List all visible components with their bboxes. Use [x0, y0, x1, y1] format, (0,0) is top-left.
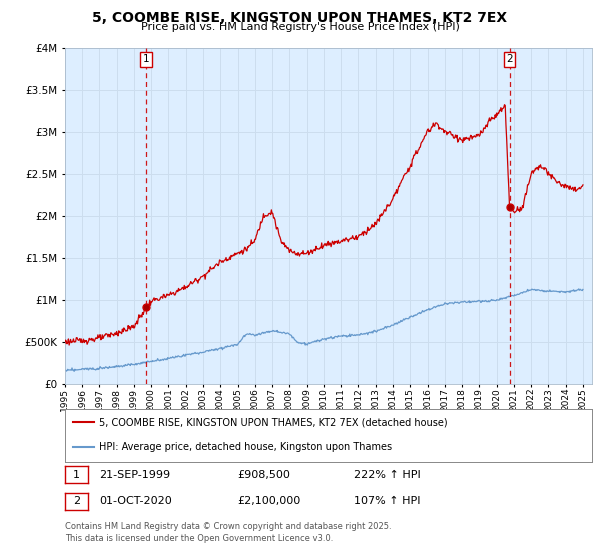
Text: Contains HM Land Registry data © Crown copyright and database right 2025.
This d: Contains HM Land Registry data © Crown c… [65, 522, 391, 543]
Text: HPI: Average price, detached house, Kingston upon Thames: HPI: Average price, detached house, King… [99, 442, 392, 452]
Text: 5, COOMBE RISE, KINGSTON UPON THAMES, KT2 7EX (detached house): 5, COOMBE RISE, KINGSTON UPON THAMES, KT… [99, 417, 448, 427]
Text: £908,500: £908,500 [237, 470, 290, 480]
Text: 1: 1 [143, 54, 149, 64]
Text: 5, COOMBE RISE, KINGSTON UPON THAMES, KT2 7EX: 5, COOMBE RISE, KINGSTON UPON THAMES, KT… [92, 11, 508, 25]
Text: 2: 2 [73, 496, 80, 506]
Text: 107% ↑ HPI: 107% ↑ HPI [354, 496, 421, 506]
Text: 222% ↑ HPI: 222% ↑ HPI [354, 470, 421, 480]
Text: 1: 1 [73, 470, 80, 480]
Text: 21-SEP-1999: 21-SEP-1999 [99, 470, 170, 480]
Text: Price paid vs. HM Land Registry's House Price Index (HPI): Price paid vs. HM Land Registry's House … [140, 22, 460, 32]
Text: £2,100,000: £2,100,000 [237, 496, 300, 506]
Text: 2: 2 [506, 54, 513, 64]
Text: 01-OCT-2020: 01-OCT-2020 [99, 496, 172, 506]
